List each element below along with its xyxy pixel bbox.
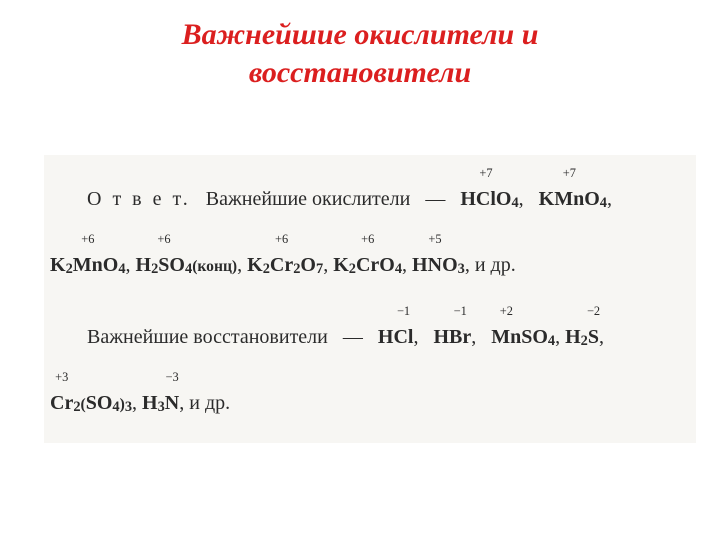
reducers-paragraph: Важнейшие восстановители — HCl−1, HBr−1,… bbox=[50, 297, 690, 429]
separator: , bbox=[126, 254, 136, 276]
separator: , bbox=[402, 254, 412, 276]
answer-body: О т в е т. Важнейшие окислители — HClO4+… bbox=[44, 155, 696, 443]
oxidation-state: −2 bbox=[587, 295, 600, 327]
chemical-formula: H2SO4(конц)+6 bbox=[136, 225, 238, 291]
page-title: Важнейшие окислители и восстановители bbox=[0, 0, 720, 91]
chemical-formula: HBr−1 bbox=[433, 297, 471, 363]
oxidation-state: +3 bbox=[55, 361, 68, 393]
oxidation-state: −1 bbox=[454, 295, 467, 327]
chemical-formula: H3N−3 bbox=[142, 363, 179, 429]
reducers-label: Важнейшие восстановители bbox=[87, 326, 328, 348]
title-line-2: восстановители bbox=[249, 56, 471, 89]
separator: , bbox=[471, 326, 481, 348]
oxidation-state: +2 bbox=[500, 295, 513, 327]
separator: , bbox=[519, 188, 529, 210]
separator: , bbox=[237, 254, 247, 276]
separator: , bbox=[599, 326, 604, 348]
separator: , bbox=[607, 188, 617, 210]
oxidation-state: −3 bbox=[166, 361, 179, 393]
separator: , bbox=[465, 254, 475, 276]
answer-label: О т в е т. bbox=[87, 188, 191, 210]
chemical-formula: H2S−2 bbox=[565, 297, 599, 363]
title-line-1: Важнейшие окислители и bbox=[182, 18, 539, 51]
chemical-formula: HCl−1 bbox=[378, 297, 414, 363]
dash: — bbox=[425, 188, 445, 210]
oxidizers-label: Важнейшие окислители bbox=[206, 188, 411, 210]
oxidation-state: +5 bbox=[428, 223, 441, 255]
oxidation-state: −1 bbox=[397, 295, 410, 327]
etc-label: и др. bbox=[189, 392, 230, 414]
oxidation-state: +6 bbox=[81, 223, 94, 255]
separator: , bbox=[323, 254, 333, 276]
separator: , bbox=[179, 392, 189, 414]
oxidation-state: +7 bbox=[479, 157, 492, 189]
chemical-formula: HClO4+7 bbox=[460, 159, 518, 225]
chemical-formula: HNO3+5 bbox=[412, 225, 465, 291]
oxidation-state: +7 bbox=[563, 157, 576, 189]
chemical-formula: K2Cr2O7+6 bbox=[247, 225, 323, 291]
slide: Важнейшие окислители и восстановители О … bbox=[0, 0, 720, 540]
separator: , bbox=[132, 392, 142, 414]
oxidizers-paragraph: О т в е т. Важнейшие окислители — HClO4+… bbox=[50, 159, 690, 291]
chemical-formula: MnSO4+2 bbox=[491, 297, 555, 363]
chemical-formula: Cr2(SO4)3+3 bbox=[50, 363, 132, 429]
oxidation-state: +6 bbox=[361, 223, 374, 255]
oxidation-state: +6 bbox=[275, 223, 288, 255]
dash: — bbox=[343, 326, 363, 348]
separator: , bbox=[413, 326, 423, 348]
etc-label: и др. bbox=[475, 254, 516, 276]
oxidation-state: +6 bbox=[157, 223, 170, 255]
chemical-formula: KMnO4+7 bbox=[539, 159, 607, 225]
chemical-formula: K2MnO4+6 bbox=[50, 225, 126, 291]
chemical-formula: K2CrO4+6 bbox=[333, 225, 402, 291]
separator: , bbox=[555, 326, 565, 348]
